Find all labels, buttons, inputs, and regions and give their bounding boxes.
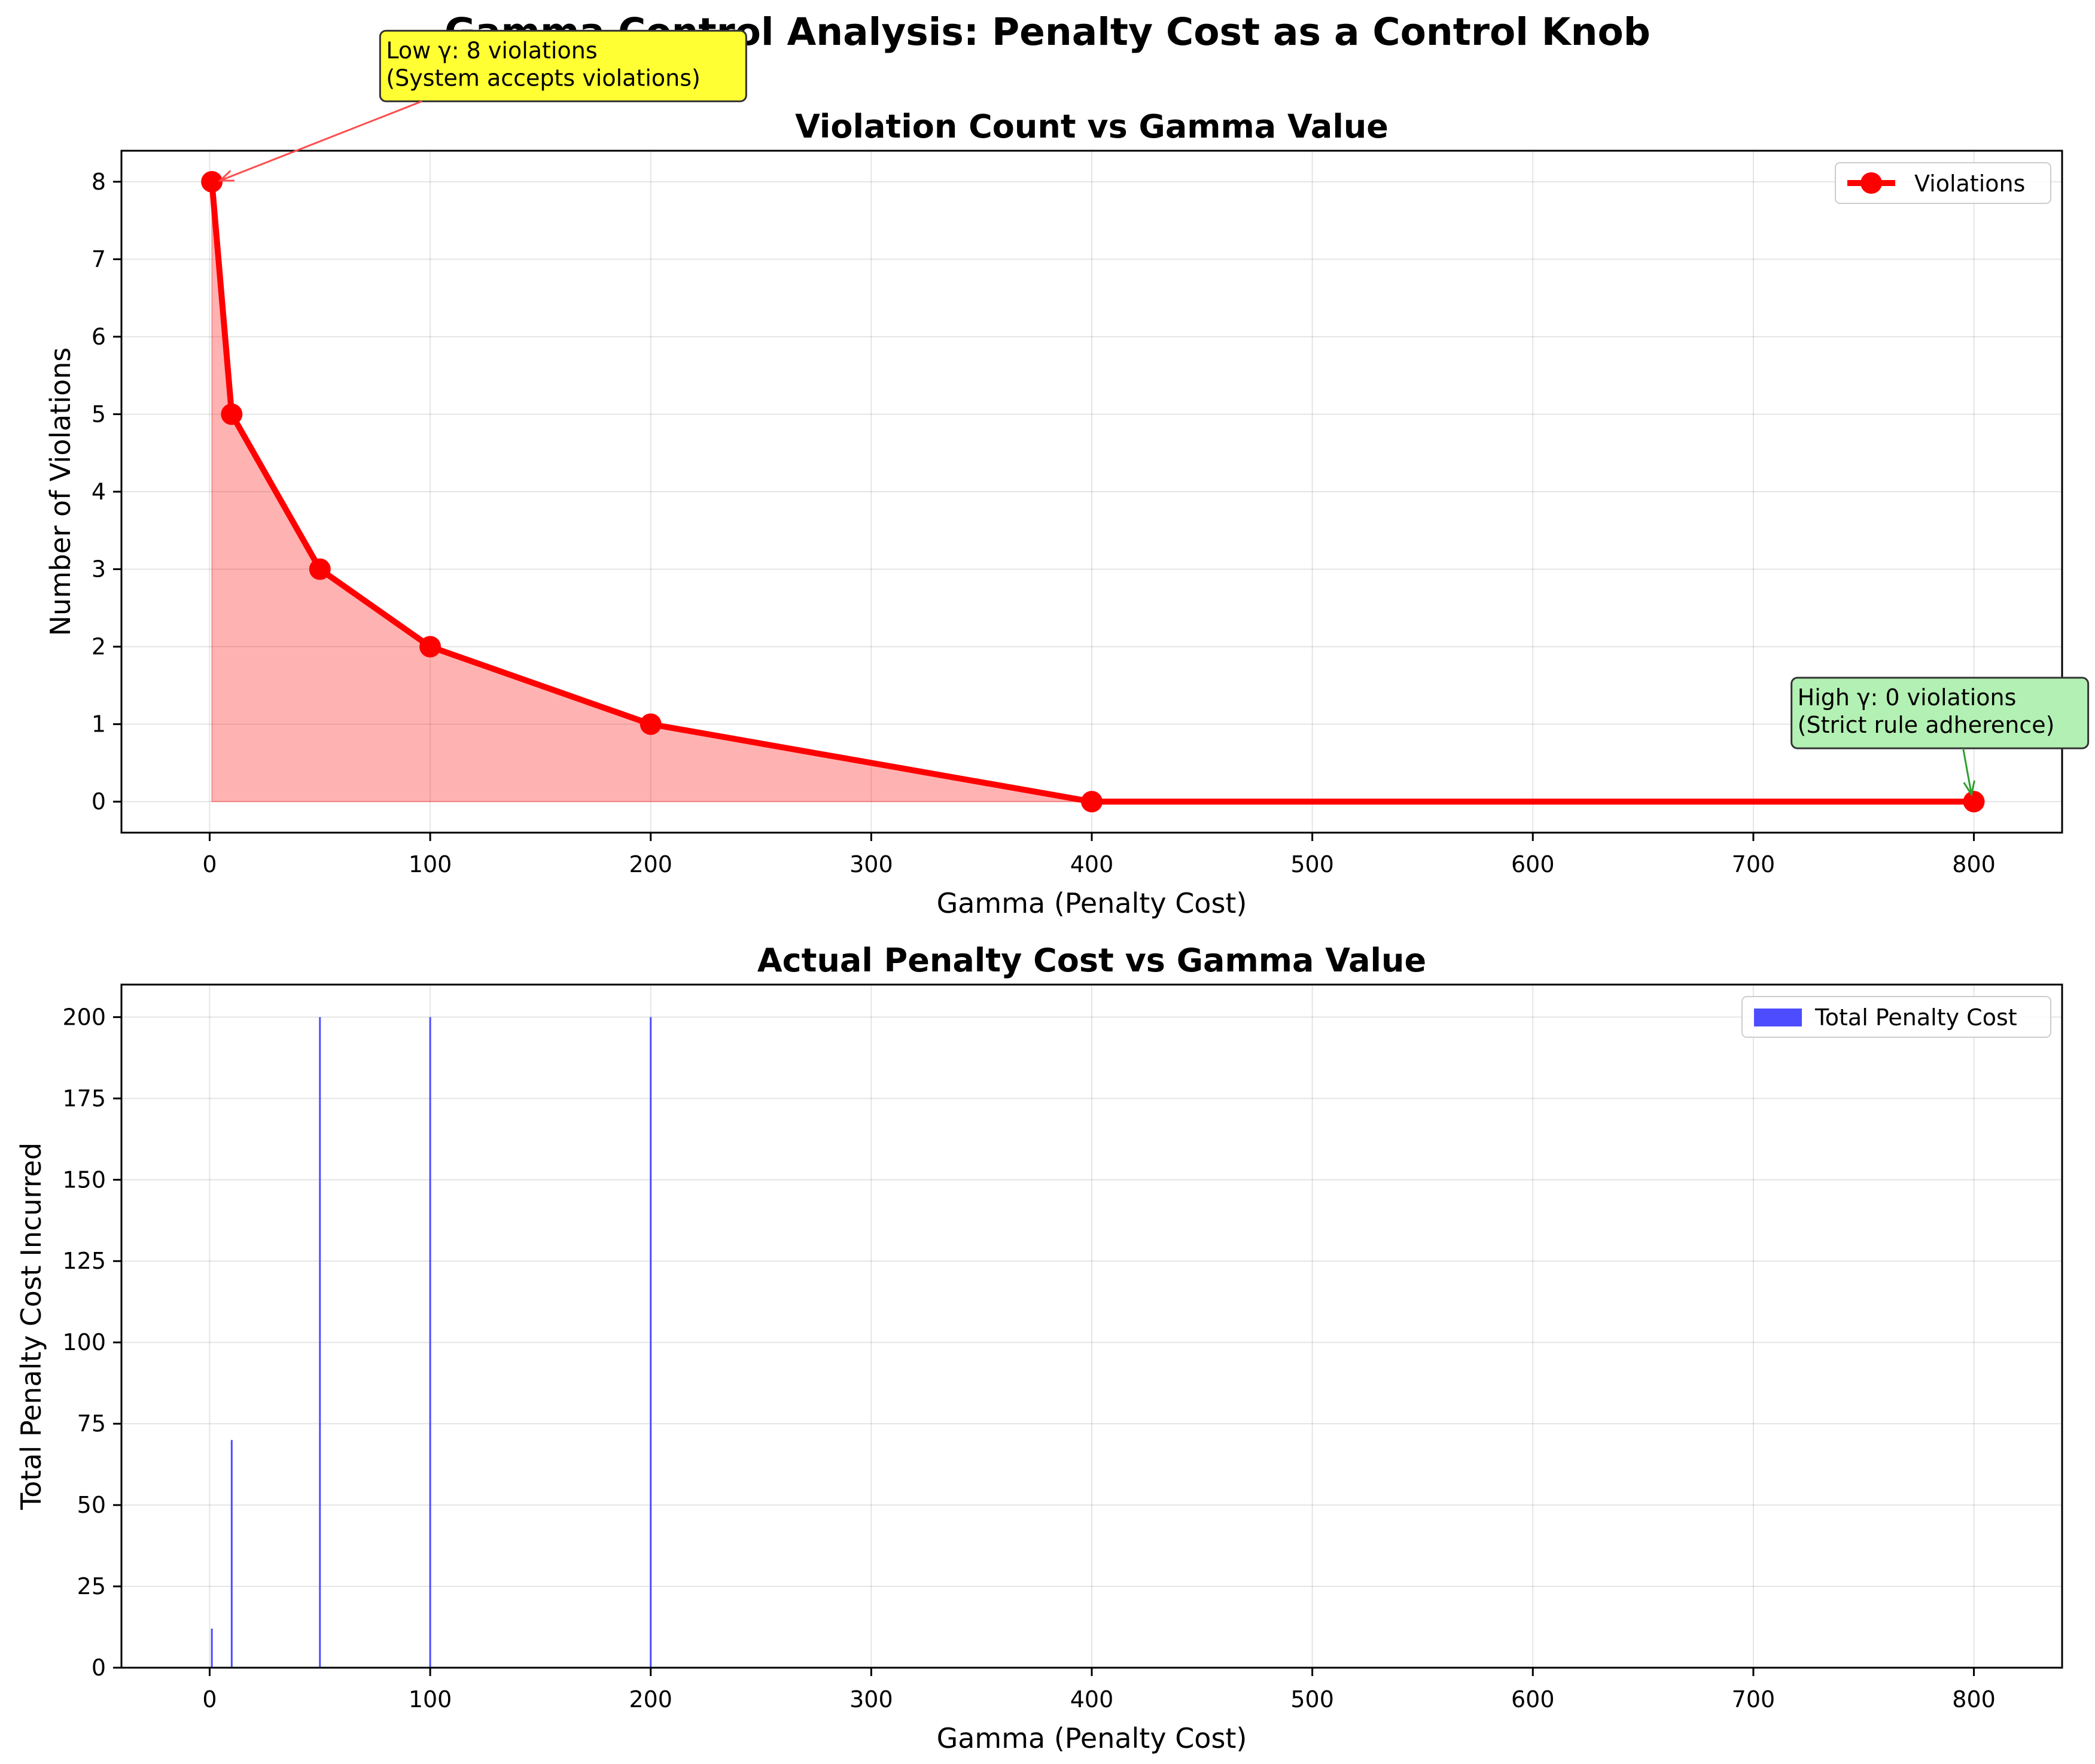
violations-marker (419, 636, 441, 658)
x-tick-label: 700 (1732, 1686, 1776, 1713)
annotation-box (1791, 677, 2090, 750)
annotation-arrowhead (218, 170, 235, 182)
bottom-chart-title: Actual Penalty Cost vs Gamma Value (757, 942, 1426, 979)
x-tick-label: 800 (1952, 1686, 1996, 1713)
y-tick-label: 4 (92, 479, 106, 505)
x-tick-label: 700 (1732, 851, 1776, 878)
y-tick-label: 25 (77, 1573, 106, 1600)
annotation-arrow (1962, 748, 1973, 795)
annotation-text: High γ: 0 violations (1798, 684, 2017, 711)
violations-marker (221, 403, 243, 425)
x-tick-label: 500 (1290, 1686, 1334, 1713)
high-gamma-annotation: High γ: 0 violations(Strict rule adheren… (1791, 677, 2090, 797)
top-legend: Violations (1835, 162, 2051, 204)
y-tick-label: 6 (92, 324, 106, 350)
penalty-bar-chart: 0 100 200 300 400 500 600 700 800 0 25 50 75 100 125 1… (15, 942, 2063, 1754)
top-y-ticks: 0 1 2 3 4 5 6 7 8 (92, 169, 121, 815)
x-tick-label: 600 (1511, 1686, 1555, 1713)
bottom-y-ticks: 0 25 50 75 100 125 150 175 200 (62, 1004, 121, 1681)
y-tick-label: 50 (77, 1492, 106, 1518)
bottom-x-axis-label: Gamma (Penalty Cost) (937, 1722, 1247, 1754)
y-tick-label: 0 (92, 1655, 106, 1681)
y-tick-label: 200 (62, 1004, 106, 1030)
bottom-x-ticks: 0 100 200 300 400 500 600 700 800 (202, 1668, 1996, 1713)
x-tick-label: 0 (202, 1686, 217, 1713)
low-gamma-annotation: Low γ: 8 violations(System accepts viola… (218, 29, 747, 182)
y-tick-label: 125 (62, 1248, 106, 1274)
x-tick-label: 400 (1070, 851, 1114, 878)
top-annotations: Low γ: 8 violations(System accepts viola… (218, 29, 2090, 797)
y-tick-label: 3 (92, 556, 106, 583)
top-x-axis-label: Gamma (Penalty Cost) (937, 887, 1247, 919)
x-tick-label: 100 (409, 1686, 452, 1713)
legend-bar-swatch (1754, 1009, 1802, 1026)
y-tick-label: 0 (92, 788, 106, 815)
bottom-grid (121, 985, 2062, 1668)
penalty-bar (429, 1017, 431, 1668)
violations-marker (640, 713, 662, 735)
x-tick-label: 0 (202, 851, 217, 878)
y-tick-label: 175 (62, 1085, 106, 1111)
penalty-bar (650, 1017, 652, 1668)
legend-marker-swatch (1860, 172, 1882, 194)
annotation-text: Low γ: 8 violations (386, 37, 597, 63)
x-tick-label: 200 (629, 851, 672, 878)
y-tick-label: 5 (92, 401, 106, 427)
annotation-text: (System accepts violations) (386, 65, 701, 91)
x-tick-label: 100 (409, 851, 452, 878)
bottom-y-axis-label: Total Penalty Cost Incurred (15, 1143, 47, 1510)
legend-label: Total Penalty Cost (1814, 1004, 2017, 1031)
top-chart-title: Violation Count vs Gamma Value (795, 108, 1388, 145)
legend-frame (1835, 162, 2051, 204)
x-tick-label: 300 (849, 1686, 893, 1713)
penalty-bar (211, 1628, 213, 1668)
x-tick-label: 400 (1070, 1686, 1114, 1713)
penalty-bar (230, 1440, 233, 1668)
y-tick-label: 75 (77, 1410, 106, 1437)
violations-marker (309, 558, 331, 580)
bottom-bars (211, 1017, 652, 1668)
top-markers (201, 170, 1985, 813)
top-y-axis-label: Number of Violations (44, 348, 77, 636)
y-tick-label: 7 (92, 246, 106, 272)
legend-label: Violations (1914, 170, 2025, 197)
y-tick-label: 150 (62, 1166, 106, 1193)
annotation-arrow (220, 100, 422, 182)
violations-line-chart: 0 100 200 300 400 500 600 700 800 0 1 2 3 4 5 6 7 8 Viol… (44, 29, 2090, 919)
annotation-arrowhead (1963, 780, 1975, 797)
y-tick-label: 100 (62, 1329, 106, 1355)
legend-frame (1741, 996, 2051, 1038)
x-tick-label: 300 (849, 851, 893, 878)
annotation-text: (Strict rule adherence) (1798, 712, 2055, 738)
x-tick-label: 800 (1952, 851, 1996, 878)
y-tick-label: 1 (92, 711, 106, 738)
violations-marker (1081, 791, 1103, 813)
x-tick-label: 500 (1290, 851, 1334, 878)
x-tick-label: 200 (629, 1686, 672, 1713)
y-tick-label: 2 (92, 633, 106, 660)
y-tick-label: 8 (92, 169, 106, 195)
violations-marker (201, 170, 223, 193)
violations-marker (1963, 791, 1985, 813)
top-x-ticks: 0 100 200 300 400 500 600 700 800 (202, 833, 1996, 878)
penalty-bar (319, 1017, 321, 1668)
bottom-legend: Total Penalty Cost (1741, 996, 2051, 1038)
annotation-box (379, 29, 747, 102)
x-tick-label: 600 (1511, 851, 1555, 878)
